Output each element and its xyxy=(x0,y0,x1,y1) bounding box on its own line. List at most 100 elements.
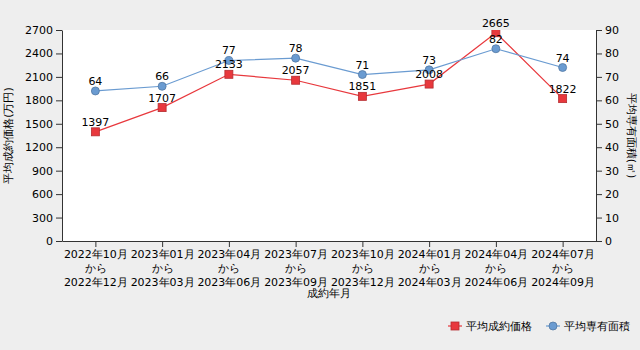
tick-label: 1800 xyxy=(25,94,53,107)
tick-mark xyxy=(56,171,62,172)
axis-line xyxy=(63,241,597,242)
tick-mark xyxy=(429,241,430,247)
tick-label: 30 xyxy=(605,165,619,178)
marker xyxy=(559,64,567,72)
tick-label: 2024年01月から2024年03月 xyxy=(398,248,462,289)
tick: 20 xyxy=(596,188,619,201)
marker xyxy=(225,70,233,78)
data-label: 71 xyxy=(355,59,369,72)
tick: 2100 xyxy=(25,71,62,84)
tick-mark xyxy=(56,218,62,219)
legend-marker xyxy=(549,322,557,330)
marker xyxy=(158,82,166,90)
tick: 600 xyxy=(32,188,62,201)
tick-label: 2023年10月から2023年12月 xyxy=(331,248,395,289)
tick-mark xyxy=(596,124,602,125)
data-label: 2665 xyxy=(482,17,510,30)
tick: 90 xyxy=(596,24,619,37)
tick-mark xyxy=(596,147,602,148)
marker xyxy=(91,87,99,95)
tick-label: 2024年04月から2024年06月 xyxy=(464,248,528,289)
tick-mark xyxy=(596,218,602,219)
tick-mark xyxy=(596,53,602,54)
tick-label: 20 xyxy=(605,188,619,201)
tick: 40 xyxy=(596,141,619,154)
axis-title: 平均専有面積(㎡) xyxy=(625,93,638,179)
marks xyxy=(91,30,566,136)
tick-mark xyxy=(56,147,62,148)
marker xyxy=(158,104,166,112)
data-label: 1822 xyxy=(549,83,577,96)
marker xyxy=(559,95,567,103)
marker xyxy=(292,76,300,84)
tick-label: 2400 xyxy=(25,47,53,60)
data-label: 74 xyxy=(556,52,570,65)
tick: 300 xyxy=(32,212,62,225)
axis: 2022年10月から2022年12月2023年01月から2023年03月2023… xyxy=(63,241,597,289)
tick-label: 1200 xyxy=(25,141,53,154)
tick-mark xyxy=(56,53,62,54)
tick: 2024年01月から2024年03月 xyxy=(398,241,462,289)
tick-mark xyxy=(56,194,62,195)
data-label: 77 xyxy=(222,44,236,57)
marker xyxy=(425,80,433,88)
tick-label: 300 xyxy=(32,212,53,225)
tick-label: 80 xyxy=(605,47,619,60)
legend-label: 平均専有面積 xyxy=(564,320,630,333)
tick: 10 xyxy=(596,212,619,225)
data-label: 1851 xyxy=(348,80,376,93)
tick: 80 xyxy=(596,47,619,60)
tick-label: 1500 xyxy=(25,118,53,131)
axis-title: 成約年月 xyxy=(307,287,351,300)
data-label: 1707 xyxy=(148,92,176,105)
series-line xyxy=(95,49,562,91)
tick: 1500 xyxy=(25,118,62,131)
tick-label: 600 xyxy=(32,188,53,201)
tick-label: 60 xyxy=(605,94,619,107)
legend-label: 平均成約価格 xyxy=(466,320,532,333)
tick-mark xyxy=(496,241,497,247)
tick: 2024年07月から2024年09月 xyxy=(531,241,595,289)
tick-label: 10 xyxy=(605,212,619,225)
tick: 2400 xyxy=(25,47,62,60)
tick-label: 2023年04月から2023年06月 xyxy=(197,248,261,289)
axis-line xyxy=(596,31,597,242)
tick: 0 xyxy=(596,235,612,248)
tick: 60 xyxy=(596,94,619,107)
tick-label: 2700 xyxy=(25,24,53,37)
tick-label: 0 xyxy=(605,235,612,248)
tick-label: 0 xyxy=(46,235,53,248)
data-label: 78 xyxy=(289,42,303,55)
tick-mark xyxy=(56,77,62,78)
axis-title: 平均成約価格(万円) xyxy=(2,87,15,184)
marker xyxy=(91,128,99,136)
marker xyxy=(358,92,366,100)
axis-line xyxy=(62,31,63,242)
tick-mark xyxy=(596,100,602,101)
tick: 2023年07月から2023年09月 xyxy=(264,241,328,289)
data-label: 66 xyxy=(155,70,169,83)
axis: 0 300 600 900 1200 1500 1800 2100 2400 2700 xyxy=(25,24,63,248)
tick-mark xyxy=(596,171,602,172)
chart: 0 300 600 900 1200 1500 1800 2100 2400 2700 0 10 20 3… xyxy=(0,0,640,350)
data-label: 82 xyxy=(489,33,503,46)
tick-label: 900 xyxy=(32,165,53,178)
axis: 0 10 20 30 40 50 60 70 80 90 xyxy=(596,24,619,248)
tick-label: 70 xyxy=(605,71,619,84)
series-line xyxy=(95,33,562,132)
tick-mark xyxy=(596,77,602,78)
tick-label: 2024年07月から2024年09月 xyxy=(531,248,595,289)
tick-mark xyxy=(596,194,602,195)
tick: 2700 xyxy=(25,24,62,37)
tick-label: 50 xyxy=(605,118,619,131)
marker xyxy=(358,71,366,79)
tick: 2023年01月から2023年03月 xyxy=(131,241,195,289)
legend: 平均専有面積 平均成約価格 xyxy=(448,320,630,333)
tick-label: 2023年01月から2023年03月 xyxy=(131,248,195,289)
data-label: 2008 xyxy=(415,68,443,81)
tick-mark xyxy=(95,241,96,247)
tick: 2023年10月から2023年12月 xyxy=(331,241,395,289)
tick-mark xyxy=(56,241,62,242)
data-label: 64 xyxy=(88,75,102,88)
tick: 2024年04月から2024年06月 xyxy=(464,241,528,289)
